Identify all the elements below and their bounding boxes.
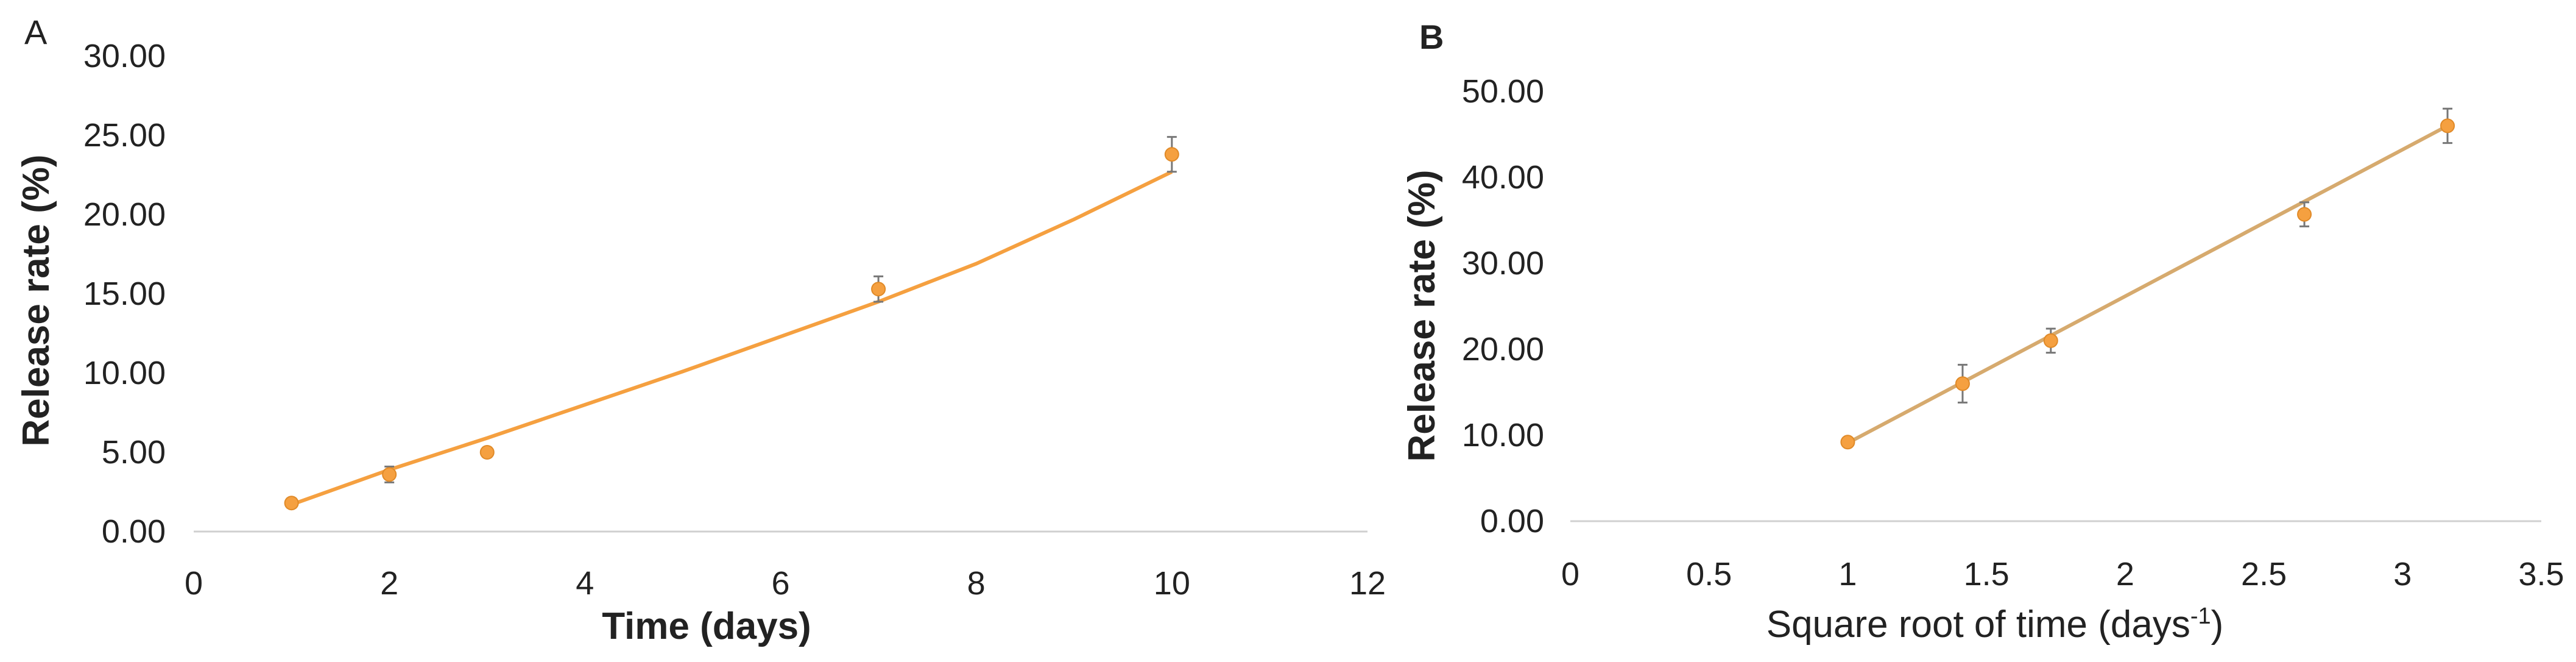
y-axis-title-a: Release rate (%) bbox=[15, 154, 57, 446]
panel-a-label: A bbox=[24, 13, 48, 51]
x-tick-label: 2 bbox=[380, 565, 398, 602]
y-tick-label: 5.00 bbox=[102, 434, 166, 471]
x-tick-label: 10 bbox=[1154, 565, 1190, 602]
marker bbox=[382, 467, 397, 482]
data-point bbox=[1840, 435, 1855, 450]
x-axis-title-a: Time (days) bbox=[602, 605, 811, 647]
points-a bbox=[284, 136, 1179, 511]
x-tick-label: 4 bbox=[576, 565, 594, 602]
data-point bbox=[2297, 201, 2312, 227]
marker bbox=[1955, 376, 1970, 391]
chart-a: A 0 2 4 6 8 10 12 0.00 5.00 10.00 15.00 20.00 25.00… bbox=[15, 13, 1386, 647]
x-ticks-a: 0 2 4 6 8 10 12 bbox=[185, 565, 1386, 602]
y-tick-label: 40.00 bbox=[1462, 159, 1544, 196]
x-tick-label: 6 bbox=[771, 565, 789, 602]
y-tick-label: 10.00 bbox=[1462, 417, 1544, 454]
x-ticks-b: 0 0.5 1 1.5 2 2.5 3 3.5 bbox=[1561, 556, 2564, 593]
x-tick-label: 1.5 bbox=[1964, 556, 2010, 593]
x-tick-label: 3.5 bbox=[2518, 556, 2564, 593]
data-point bbox=[1164, 136, 1179, 173]
x-tick-label: 2 bbox=[2116, 556, 2134, 593]
y-tick-label: 0.00 bbox=[102, 513, 166, 550]
y-tick-label: 30.00 bbox=[83, 38, 166, 74]
y-ticks-b: 0.00 10.00 20.00 30.00 40.00 50.00 bbox=[1462, 73, 1544, 539]
panel-b-label: B bbox=[1419, 18, 1444, 56]
x-axis-title-b-end: ) bbox=[2211, 603, 2224, 646]
y-axis-title-b: Release rate (%) bbox=[1401, 169, 1443, 461]
data-point bbox=[382, 465, 397, 483]
x-tick-label: 0.5 bbox=[1686, 556, 1732, 593]
x-tick-label: 1 bbox=[1838, 556, 1857, 593]
data-point bbox=[284, 496, 299, 511]
y-tick-label: 20.00 bbox=[1462, 331, 1544, 368]
trendline-b bbox=[1847, 124, 2449, 445]
marker bbox=[2043, 333, 2058, 348]
x-axis-title-b-sup: -1 bbox=[2190, 603, 2211, 629]
x-tick-label: 0 bbox=[1561, 556, 1579, 593]
y-tick-label: 0.00 bbox=[1480, 503, 1544, 539]
marker bbox=[2297, 207, 2312, 222]
marker bbox=[479, 445, 495, 460]
data-point bbox=[1955, 363, 1970, 404]
marker bbox=[1840, 435, 1855, 450]
y-tick-label: 20.00 bbox=[83, 196, 166, 233]
marker bbox=[284, 496, 299, 511]
x-tick-label: 3 bbox=[2393, 556, 2412, 593]
marker bbox=[1164, 147, 1179, 162]
marker bbox=[871, 282, 886, 297]
x-tick-label: 2.5 bbox=[2241, 556, 2287, 593]
data-point bbox=[479, 445, 495, 460]
y-ticks-a: 0.00 5.00 10.00 15.00 20.00 25.00 30.00 bbox=[83, 38, 166, 550]
y-tick-label: 25.00 bbox=[83, 117, 166, 154]
trendline-a bbox=[291, 170, 1173, 507]
y-tick-label: 50.00 bbox=[1462, 73, 1544, 110]
data-point bbox=[2440, 107, 2455, 144]
x-tick-label: 8 bbox=[967, 565, 986, 602]
marker bbox=[2440, 118, 2455, 133]
data-point bbox=[871, 275, 886, 303]
y-tick-label: 10.00 bbox=[83, 355, 166, 391]
x-tick-label: 12 bbox=[1349, 565, 1386, 602]
chart-b: B 0 0.5 1 1.5 2 2.5 3 3.5 0.00 10.00 20.00 30.00 40… bbox=[1401, 18, 2564, 646]
y-tick-label: 30.00 bbox=[1462, 245, 1544, 282]
data-point bbox=[2043, 327, 2058, 354]
x-tick-label: 0 bbox=[185, 565, 203, 602]
points-b bbox=[1840, 107, 2455, 450]
y-tick-label: 15.00 bbox=[83, 276, 166, 312]
x-axis-title-b: Square root of time (days-1) bbox=[1766, 603, 2224, 646]
